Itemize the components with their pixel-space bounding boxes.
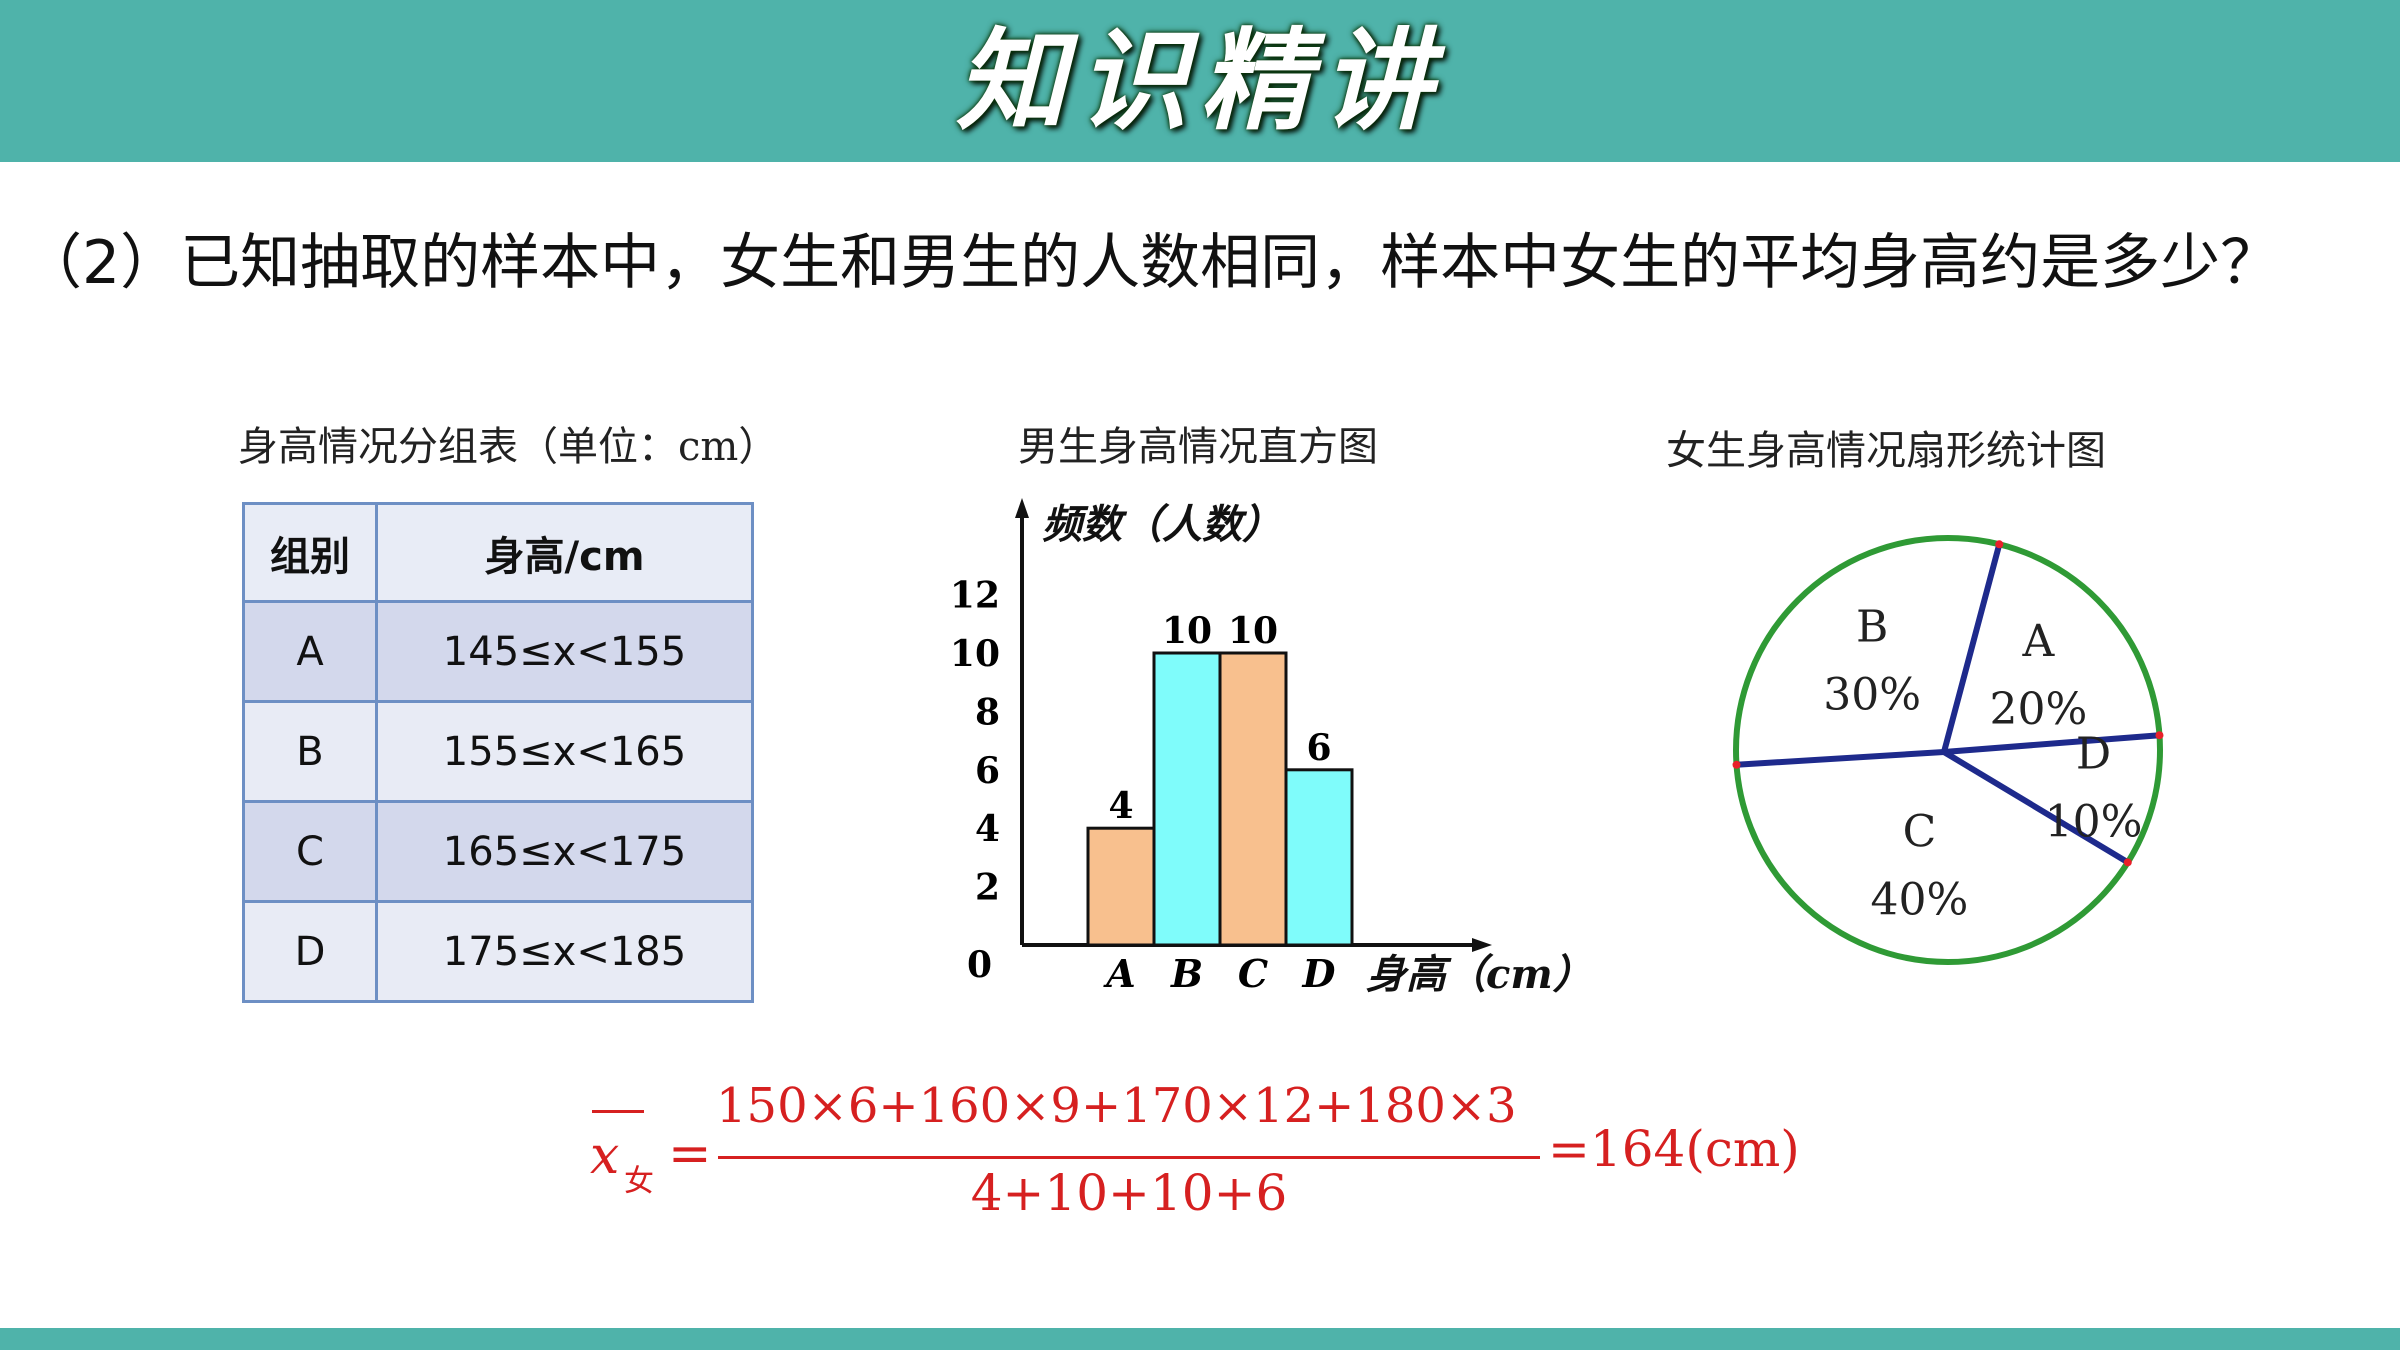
y-tick-label: 2 [975, 867, 1000, 909]
height-group-table: 组别 身高/cm A 145≤x<155 B 155≤x<165 C 165≤x… [242, 502, 754, 1003]
table-cell-group: C [242, 800, 378, 903]
table-header-cell: 组别 [242, 502, 378, 603]
x-tick-label: C [1238, 951, 1268, 996]
y-tick-label: 4 [975, 808, 1000, 850]
histogram-bar [1086, 826, 1156, 947]
table-cell-range: 175≤x<185 [375, 900, 754, 1003]
bar-value-label: 10 [1228, 610, 1278, 652]
pie-boundary-dot [2155, 731, 2164, 740]
table-cell-group: B [242, 700, 378, 803]
histogram-title: 男生身高情况直方图 [1018, 424, 1378, 470]
table-row: A 145≤x<155 [242, 600, 754, 703]
table-cell-range: 165≤x<175 [375, 800, 754, 903]
pie-slice-value: 10% [2045, 796, 2143, 847]
histogram-ylabel: 频数（人数） [1042, 501, 1282, 548]
mean-bar [592, 1110, 644, 1113]
histogram-bar [1218, 651, 1288, 947]
y-tick-label: 6 [975, 750, 1000, 792]
pie-boundary-dot [2123, 858, 2132, 867]
mean-subscript: 女 [624, 1164, 654, 1199]
pie-slice-value: 30% [1823, 670, 1921, 721]
formula-result: =164(cm) [1548, 1120, 1800, 1178]
x-tick-label: A [1103, 951, 1135, 996]
formula-denominator: 4+10+10+6 [970, 1164, 1288, 1222]
table-row: C 165≤x<175 [242, 800, 754, 903]
x-axis-arrow [1472, 938, 1492, 952]
y-tick-label: 0 [967, 944, 992, 986]
x-tick-label: D [1302, 951, 1336, 996]
fraction-bar [718, 1156, 1540, 1159]
pie-slice-label: D [2076, 728, 2111, 779]
table-cell-group: D [242, 900, 378, 1003]
pie-outline [1733, 535, 2163, 965]
pie-boundary-dot [1995, 540, 2004, 549]
mean-variable: x [590, 1126, 620, 1186]
formula-numerator: 150×6+160×9+170×12+180×3 [716, 1078, 1517, 1134]
pie-radius-line [1736, 749, 1945, 768]
y-axis-arrow [1015, 498, 1029, 518]
pie-chart: A 20%D 10% C 40% B 30% [1732, 535, 2164, 965]
y-tick-label: 12 [950, 575, 1000, 617]
formula: x 女 = 150×6+160×9+170×12+180×3 4+10+10+6… [586, 1078, 1836, 1240]
histogram-chart: 频数（人数） 身高（cm） 0 2 4 6 8 10 12 4 A 10 B 10 C 6 D [950, 498, 1593, 998]
y-tick-label: 10 [950, 633, 1000, 675]
footer-bar [0, 1328, 2400, 1350]
pie-title: 女生身高情况扇形统计图 [1666, 428, 2106, 474]
pie-radius-line [1943, 732, 2160, 755]
table-row: B 155≤x<165 [242, 700, 754, 803]
bar-value-label: 6 [1306, 727, 1331, 769]
pie-slice-label: B [1856, 602, 1888, 653]
pie-slice-label: C [1903, 806, 1937, 857]
bar-value-label: 10 [1162, 610, 1212, 652]
pie-radius-line [1942, 749, 2130, 865]
pie-boundary-dot [1732, 760, 1741, 769]
y-tick-label: 8 [975, 691, 1000, 733]
table-header-row: 组别 身高/cm [242, 502, 754, 603]
table-cell-range: 145≤x<155 [375, 600, 754, 703]
question-text: （2）已知抽取的样本中，女生和男生的人数相同，样本中女生的平均身高约是多少？ [22, 228, 2281, 298]
page-title: 知识精讲 [956, 16, 1444, 145]
pie-radius-line [1941, 543, 2003, 753]
table-cell-range: 155≤x<165 [375, 700, 754, 803]
bar-value-label: 4 [1108, 785, 1133, 827]
table-row: D 175≤x<185 [242, 900, 754, 1003]
histogram-xlabel: 身高（cm） [1366, 951, 1593, 998]
histogram-bar [1284, 768, 1354, 947]
table-header-cell: 身高/cm [375, 502, 754, 603]
x-tick-label: B [1170, 951, 1203, 996]
equals-sign: = [668, 1124, 712, 1184]
header-bar [0, 0, 2400, 162]
table-cell-group: A [242, 600, 378, 703]
histogram-bar [1152, 651, 1222, 947]
table-caption: 身高情况分组表（单位：cm） [238, 424, 779, 470]
pie-slice-value: 40% [1871, 874, 1969, 925]
pie-slice-value: 20% [1989, 684, 2087, 735]
pie-slice-label: A [2022, 616, 2056, 667]
